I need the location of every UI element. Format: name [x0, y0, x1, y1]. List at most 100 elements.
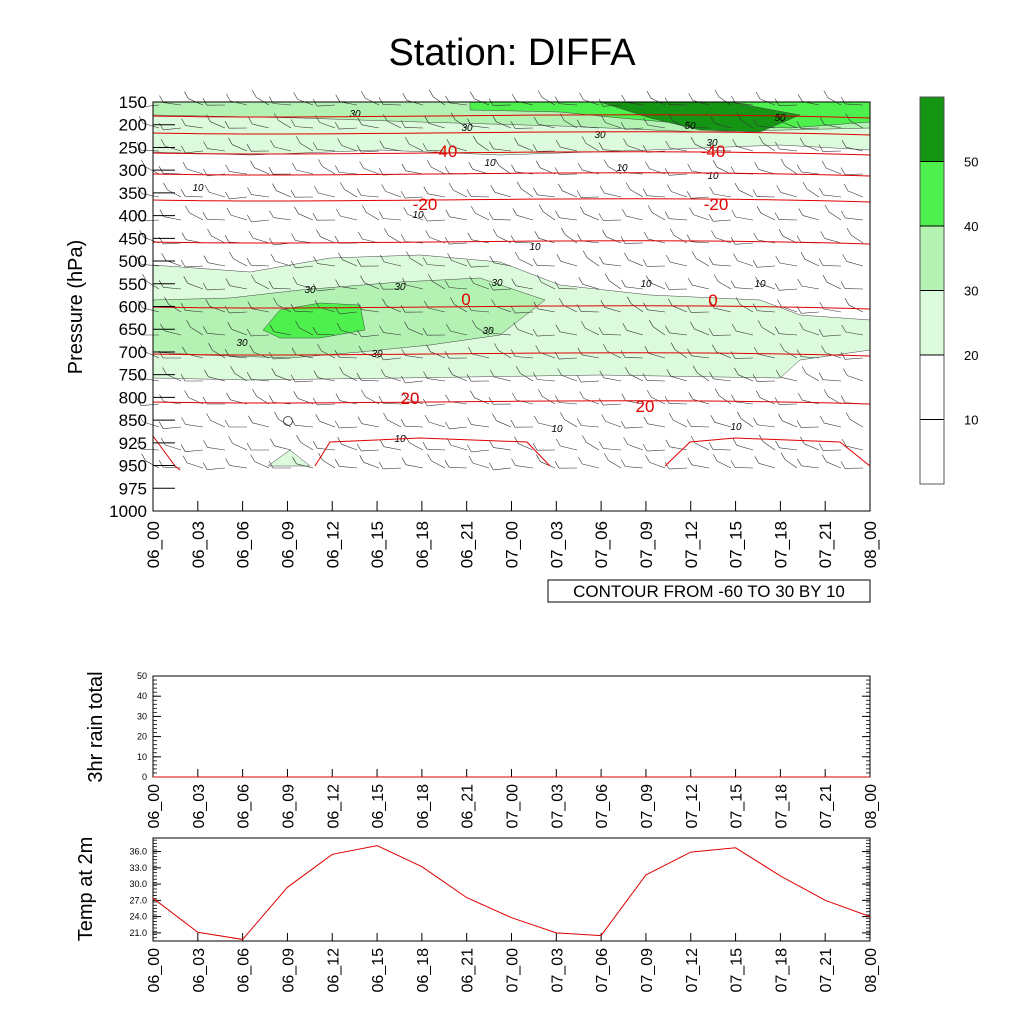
wind-barb [559, 217, 578, 221]
wind-barb [427, 193, 446, 198]
wind-barb-flag [714, 89, 720, 98]
wind-barb [295, 425, 314, 428]
wind-barb-flag [730, 166, 736, 174]
wind-barb [449, 242, 468, 245]
wind-barb-flag [841, 324, 846, 333]
wind-barb-flag [228, 137, 233, 145]
wind-barb-flag [690, 321, 695, 329]
wind-barb [317, 377, 336, 382]
wind-barb [432, 281, 446, 290]
x-tick-label: 07_12 [682, 521, 701, 568]
wind-barb-flag [819, 187, 824, 196]
wind-barb-flag [317, 343, 322, 352]
wind-barb-flag [290, 418, 296, 426]
wind-barb-flag [820, 231, 825, 239]
wind-barb-flag [665, 325, 670, 333]
wind-barb-flag [670, 342, 676, 350]
wind-barb-flag [444, 280, 450, 288]
wind-barb [514, 242, 534, 244]
wind-barb [668, 403, 688, 405]
wind-barb-flag [774, 212, 780, 220]
x-tick-label: 08_00 [863, 948, 880, 993]
wind-barb-flag [316, 229, 321, 237]
wind-barb [495, 306, 512, 313]
temp-series-line [152, 845, 871, 940]
wind-barb [758, 169, 776, 175]
wind-barb [784, 165, 798, 175]
wind-barb [736, 146, 754, 152]
wind-barb-flag [555, 210, 560, 218]
wind-barb-flag [668, 412, 674, 421]
wind-barb [493, 288, 512, 291]
wind-barb-flag [532, 372, 538, 380]
wind-barb [804, 443, 820, 451]
wind-barb [603, 403, 622, 406]
wind-barb [823, 308, 842, 313]
y-tick-label: 750 [119, 366, 147, 385]
x-tick-label: 07_06 [594, 948, 611, 993]
x-tick-label: 06_00 [144, 521, 163, 568]
x-tick-label: 06_18 [413, 521, 432, 568]
wind-barb-flag [228, 436, 233, 444]
wind-barb-flag [620, 420, 626, 429]
wind-barb [141, 264, 160, 267]
wind-barb-flag [840, 96, 846, 105]
wind-barb [692, 399, 710, 405]
wind-barb-flag [159, 95, 164, 103]
wind-barb-flag [202, 282, 208, 291]
wind-barb [405, 464, 424, 469]
wind-barb-flag [731, 394, 736, 402]
wind-barb-flag [510, 305, 516, 314]
wind-barb-flag [730, 460, 736, 468]
wind-barb [361, 334, 380, 338]
wind-barb [278, 120, 292, 129]
wind-barb-flag [797, 392, 803, 401]
wind-barb [427, 403, 446, 407]
wind-barb-flag [576, 190, 582, 198]
wind-barb-flag [535, 345, 540, 353]
wind-barb-flag [512, 392, 517, 401]
wind-barb-flag [334, 350, 340, 358]
wind-barb [521, 188, 534, 198]
x-tick-label: 08_00 [861, 521, 880, 568]
wind-barb [383, 218, 402, 221]
wind-barb [608, 460, 622, 469]
wind-barb [340, 329, 358, 336]
wind-barb-flag [425, 230, 430, 238]
wind-barb [649, 462, 666, 469]
wind-barb [846, 445, 864, 451]
wind-barb-flag [136, 441, 142, 450]
wind-barb-flag [492, 114, 497, 122]
wind-barb-flag [270, 253, 276, 262]
wind-barb [431, 460, 446, 469]
wind-barb [691, 355, 710, 359]
wind-barb [455, 119, 468, 129]
wind-barb [207, 262, 226, 267]
wind-barb [845, 217, 864, 221]
wind-barb [515, 356, 534, 359]
x-tick-label: 07_21 [818, 948, 835, 993]
wind-barb-flag [774, 326, 780, 334]
wind-barb-flag [246, 372, 252, 380]
wind-barb-flag [359, 161, 364, 169]
wind-barb [229, 311, 248, 314]
wind-barb-flag [428, 274, 433, 282]
wind-barb-flag [620, 122, 626, 130]
wind-barb [163, 127, 182, 131]
y-tick-label: 24.0 [129, 912, 147, 922]
wind-barb [386, 305, 402, 313]
wind-barb-flag [492, 228, 498, 237]
wind-barb-flag [292, 276, 298, 285]
wind-barb [145, 166, 160, 175]
wind-barb [142, 122, 160, 129]
y-tick-label: 500 [119, 252, 147, 271]
wind-barb-flag [621, 393, 627, 401]
wind-barb [585, 327, 600, 336]
wind-barb [140, 149, 160, 152]
wind-barb [361, 124, 380, 129]
wind-barb-flag [229, 251, 234, 260]
wind-barb [498, 350, 512, 359]
wind-barb-flag [511, 278, 517, 286]
wind-barb-flag [468, 455, 474, 464]
wind-barb [670, 376, 688, 382]
